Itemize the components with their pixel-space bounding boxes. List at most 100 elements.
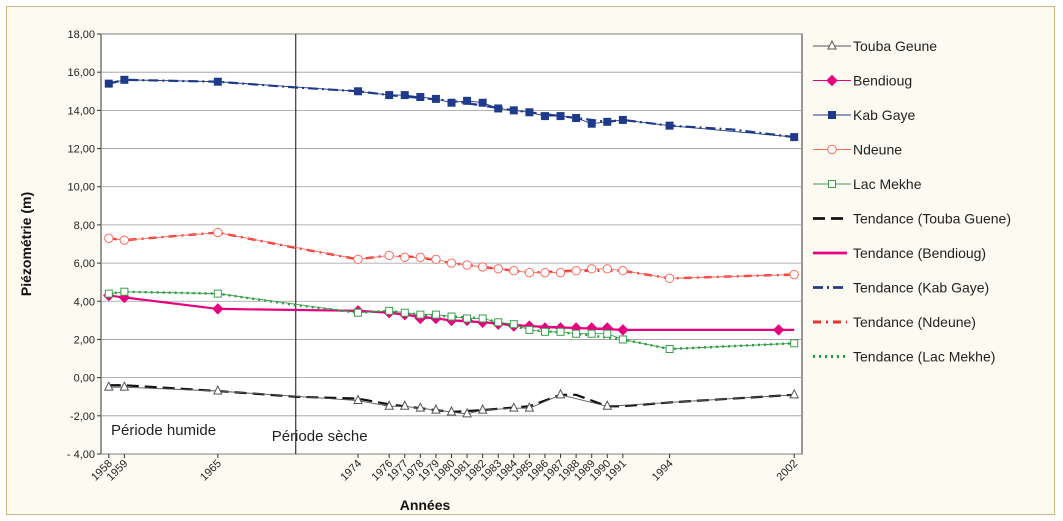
data-point [354, 87, 363, 96]
data-point [572, 329, 581, 338]
data-point [120, 287, 129, 296]
data-point [400, 308, 409, 317]
annotation-dry-period: Période sèche [272, 428, 368, 445]
x-tick-label: 2002 [775, 458, 801, 484]
legend-swatch-marker [828, 180, 836, 188]
legend-entry-label: Tendance (Bendioug) [853, 245, 986, 261]
data-point [431, 254, 441, 264]
data-point [119, 235, 130, 245]
data-point [602, 264, 612, 274]
data-point [603, 117, 612, 126]
data-point [665, 121, 674, 130]
data-point [477, 262, 488, 272]
data-point [477, 403, 488, 414]
data-point [399, 400, 410, 410]
data-point [104, 289, 113, 298]
data-point [415, 252, 426, 263]
line-chart: 18,00 16,00 14,00 12,00 10,00 8,00 6,00 4,00 2,0… [18, 29, 1011, 513]
data-point [571, 266, 581, 276]
data-point [119, 381, 130, 391]
data-point [385, 91, 394, 100]
data-point [213, 77, 222, 86]
data-point [509, 106, 518, 115]
data-point [789, 388, 800, 399]
data-point [618, 266, 628, 276]
series-line [108, 79, 795, 138]
y-tick-label: 12,00 [67, 144, 95, 156]
data-point [120, 75, 129, 84]
data-point [447, 312, 456, 321]
legend-entry-label: Lac Mekhe [853, 176, 922, 192]
y-tick-label: 14,00 [67, 105, 95, 117]
data-point [587, 119, 596, 128]
data-point [400, 91, 409, 100]
data-point [353, 254, 363, 264]
data-point [509, 266, 519, 276]
data-point [446, 258, 457, 268]
data-point [509, 320, 518, 329]
y-tick-label: 4,00 [74, 296, 95, 308]
data-point [556, 327, 565, 336]
data-point [789, 269, 799, 280]
data-point [509, 402, 519, 412]
legend-entry-label: Tendance (Touba Guene) [853, 211, 1011, 227]
data-point [431, 403, 441, 414]
data-point [556, 112, 565, 121]
data-point [447, 98, 456, 107]
x-tick-label: 1974 [338, 458, 364, 484]
data-point [446, 405, 457, 416]
y-tick-label: 8,00 [74, 220, 95, 232]
data-point [603, 329, 612, 338]
data-point [431, 94, 440, 103]
data-point [463, 314, 472, 323]
data-point [664, 273, 675, 284]
legend-swatch-marker [827, 144, 837, 155]
data-point [493, 264, 503, 274]
y-tick-label: 18,00 [67, 29, 95, 41]
annotation-humid-period: Période humide [111, 422, 216, 439]
data-point [540, 112, 549, 121]
x-tick-label: 1994 [650, 458, 676, 484]
legend-entry-label: Tendance (Ndeune) [853, 314, 976, 330]
data-point [540, 327, 549, 336]
data-point [104, 233, 114, 243]
y-tick-label: 0,00 [74, 373, 95, 385]
data-point [213, 289, 222, 298]
y-tick-label: 16,00 [67, 67, 95, 79]
data-point [463, 96, 472, 105]
data-point [555, 388, 566, 399]
data-point [415, 402, 426, 412]
data-point [524, 402, 535, 412]
data-point [665, 345, 674, 353]
legend-entry-label: Kab Gaye [853, 107, 915, 123]
data-point [478, 314, 487, 323]
data-point [462, 260, 472, 270]
series-line [108, 386, 795, 415]
y-axis-title: Piézométrie (m) [18, 192, 34, 296]
data-point [213, 227, 223, 238]
data-point [494, 104, 503, 113]
data-point [354, 308, 363, 317]
data-point [617, 324, 629, 336]
data-point [587, 329, 596, 338]
data-point [572, 114, 581, 122]
data-point [525, 325, 534, 334]
x-tick-label: 1965 [198, 458, 224, 484]
series-line [108, 291, 795, 350]
data-point [385, 306, 394, 315]
data-point [587, 264, 597, 274]
data-point [602, 400, 613, 410]
legend-swatch-marker [827, 39, 837, 50]
y-tick-label: -2,00 [70, 411, 95, 423]
y-tick-label: - 4,00 [67, 449, 95, 461]
legend-entry-label: Bendioug [853, 73, 912, 89]
data-point [416, 93, 425, 101]
x-axis-title: Années [400, 497, 451, 513]
data-point [540, 267, 550, 278]
data-point [524, 267, 535, 278]
data-point [431, 310, 440, 319]
data-point [212, 303, 224, 315]
data-point [384, 400, 394, 410]
data-point [462, 407, 472, 418]
data-point [525, 108, 534, 117]
